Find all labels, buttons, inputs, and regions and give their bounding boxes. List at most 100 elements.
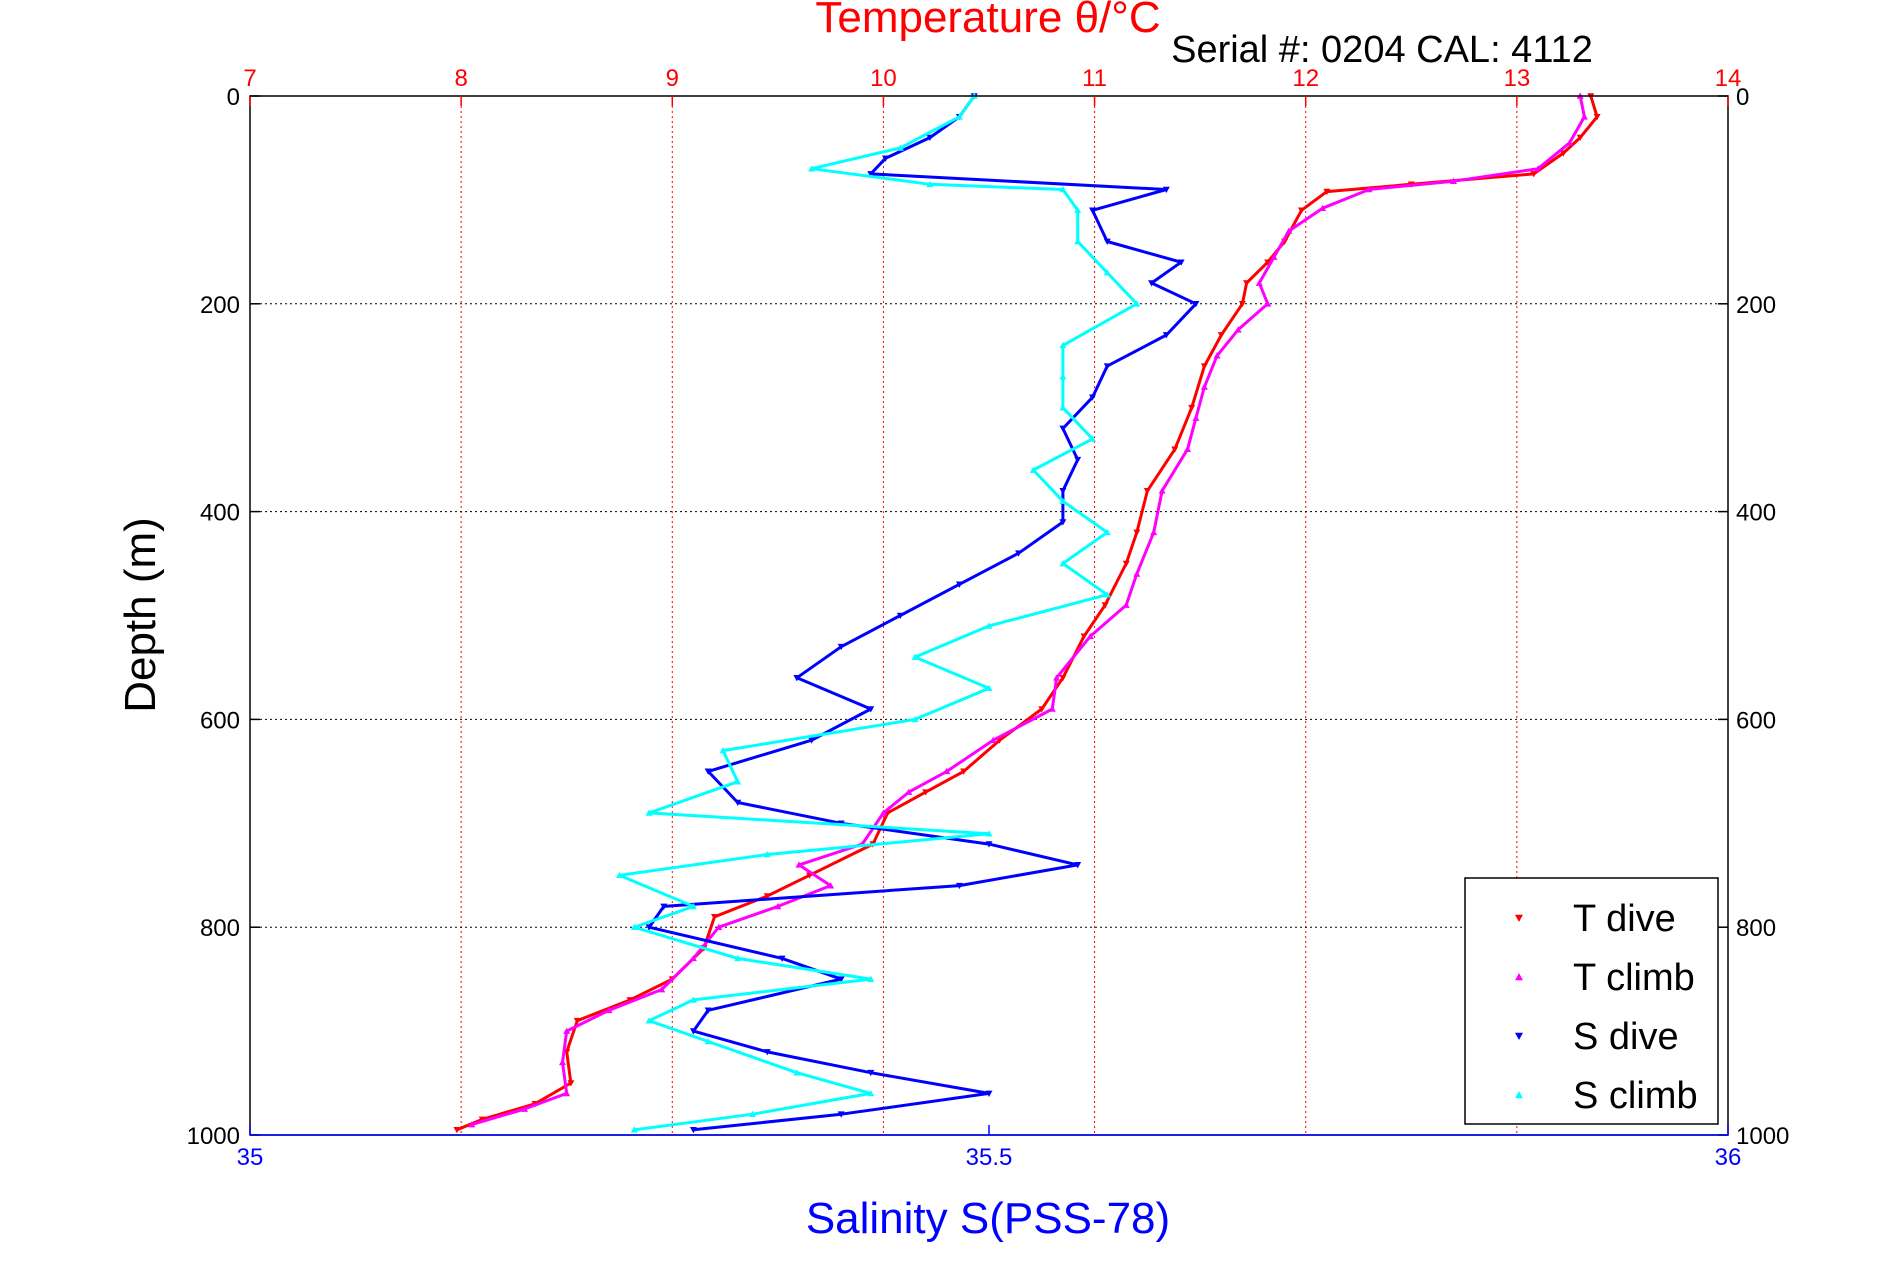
data-point: [1192, 414, 1200, 421]
legend: T dive T climb S dive S climb: [1464, 877, 1719, 1125]
data-point: [715, 923, 723, 930]
legend-label: T climb: [1573, 957, 1695, 999]
data-point: [808, 737, 816, 744]
top-tick-label: 12: [1292, 65, 1319, 92]
data-point: [1074, 206, 1082, 214]
data-point: [1319, 204, 1327, 212]
data-point: [689, 954, 697, 962]
data-point: [1580, 113, 1588, 120]
data-point: [985, 830, 993, 837]
data-point: [911, 715, 919, 723]
data-point: [1080, 633, 1088, 640]
bottom-tick-label: 35.5: [966, 1144, 1013, 1171]
data-point: [1053, 674, 1061, 681]
data-point: [1255, 279, 1263, 286]
data-point: [749, 1110, 757, 1118]
right-tick-label: 200: [1736, 292, 1776, 319]
data-point: [867, 171, 875, 178]
top-tick-label: 14: [1715, 65, 1742, 92]
data-point: [1133, 570, 1141, 577]
data-point: [1103, 238, 1111, 245]
data-point: [704, 1037, 712, 1045]
data-point: [1200, 383, 1208, 390]
data-point: [1285, 227, 1293, 234]
data-point: [1101, 602, 1109, 609]
data-point: [573, 1017, 581, 1025]
data-series: [453, 92, 1601, 1134]
right-tick-label: 600: [1736, 707, 1776, 734]
data-point: [605, 1006, 613, 1014]
data-point: [1297, 207, 1305, 214]
top-tick-label: 10: [870, 65, 897, 92]
legend-box: [1464, 877, 1719, 1125]
data-point: [626, 997, 634, 1004]
left-tick-label: 800: [200, 915, 240, 942]
data-point: [1177, 259, 1185, 266]
data-point: [711, 914, 719, 921]
data-point: [1133, 300, 1141, 307]
data-point: [645, 1017, 653, 1024]
data-point: [1593, 113, 1601, 121]
data-point: [1238, 301, 1246, 308]
data-point: [689, 1028, 697, 1035]
data-point: [793, 1069, 801, 1076]
data-point: [630, 923, 638, 930]
data-point: [867, 1069, 875, 1077]
data-point: [960, 768, 968, 775]
right-tick-label: 1000: [1736, 1123, 1789, 1150]
data-point: [1059, 373, 1067, 380]
bottom-tick-label: 35: [237, 1144, 264, 1171]
data-point: [616, 871, 623, 879]
data-point: [1530, 171, 1538, 178]
data-point: [778, 955, 786, 962]
y-axis-label: Depth (m): [116, 517, 165, 713]
data-point: [660, 903, 668, 910]
right-tick-label: 400: [1736, 500, 1776, 527]
data-point: [1122, 560, 1130, 568]
data-point: [1074, 862, 1082, 869]
data-point: [1088, 394, 1096, 401]
data-point: [1192, 301, 1200, 308]
data-point: [867, 1089, 875, 1097]
series-line: [618, 95, 1139, 1132]
bottom-tick-label: 36: [1715, 1144, 1742, 1171]
data-point: [1234, 326, 1242, 333]
data-point: [1143, 488, 1151, 495]
data-point: [1200, 363, 1208, 370]
top-tick-label: 7: [243, 65, 256, 92]
right-tick-label: 0: [1736, 84, 1749, 111]
data-point: [1103, 528, 1111, 536]
data-point: [1323, 188, 1331, 196]
data-point: [1450, 177, 1458, 184]
data-point: [1103, 269, 1111, 276]
data-point: [922, 789, 930, 796]
data-point: [563, 1027, 571, 1034]
legend-marker: [1515, 914, 1523, 922]
legend-label: S climb: [1573, 1075, 1698, 1117]
data-point: [1264, 259, 1272, 266]
data-point: [1059, 519, 1067, 526]
data-point: [1088, 435, 1096, 442]
data-point: [689, 996, 697, 1003]
data-point: [926, 180, 934, 188]
data-point: [763, 850, 771, 858]
data-point: [867, 706, 875, 713]
data-point: [1059, 425, 1067, 432]
data-point: [985, 841, 993, 848]
data-point: [734, 954, 742, 962]
data-point: [645, 809, 653, 816]
data-point: [1534, 165, 1542, 172]
data-point: [1086, 632, 1094, 640]
data-point: [1048, 705, 1056, 712]
data-point: [1576, 134, 1584, 142]
data-point: [774, 902, 782, 910]
data-point: [1188, 404, 1196, 412]
chart-title: Temperature θ/°C: [815, 0, 1160, 42]
data-point: [645, 924, 653, 931]
left-tick-label: 600: [200, 707, 240, 734]
data-point: [808, 165, 816, 172]
legend-label: T dive: [1573, 898, 1676, 940]
data-point: [1158, 487, 1166, 494]
data-point: [1264, 300, 1272, 307]
data-point: [567, 1080, 575, 1087]
